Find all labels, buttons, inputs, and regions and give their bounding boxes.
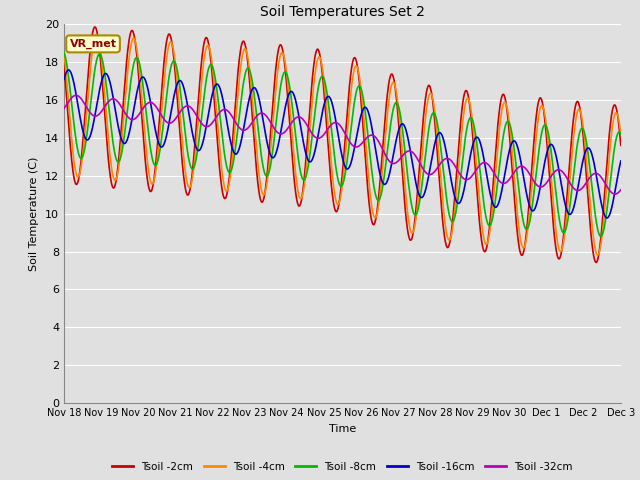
- Title: Soil Temperatures Set 2: Soil Temperatures Set 2: [260, 5, 425, 19]
- X-axis label: Time: Time: [329, 424, 356, 433]
- Legend: Tsoil -2cm, Tsoil -4cm, Tsoil -8cm, Tsoil -16cm, Tsoil -32cm: Tsoil -2cm, Tsoil -4cm, Tsoil -8cm, Tsoi…: [108, 458, 577, 476]
- Y-axis label: Soil Temperature (C): Soil Temperature (C): [29, 156, 40, 271]
- Text: VR_met: VR_met: [70, 39, 116, 49]
